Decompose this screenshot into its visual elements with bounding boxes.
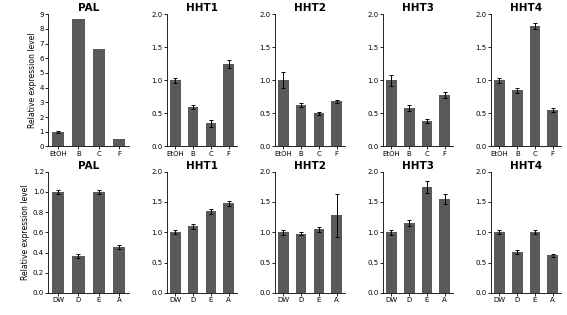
- Bar: [73, 255, 84, 293]
- Bar: [494, 232, 505, 293]
- Bar: [314, 113, 324, 146]
- Bar: [439, 199, 450, 293]
- Bar: [113, 139, 125, 146]
- Bar: [548, 110, 558, 146]
- Bar: [296, 233, 307, 293]
- Bar: [188, 226, 198, 293]
- Bar: [512, 252, 523, 293]
- Title: HHT2: HHT2: [294, 161, 326, 171]
- Bar: [422, 187, 432, 293]
- Title: PAL: PAL: [78, 3, 99, 14]
- Bar: [530, 232, 540, 293]
- Bar: [386, 80, 397, 146]
- Bar: [494, 80, 505, 146]
- Title: HHT3: HHT3: [402, 161, 434, 171]
- Bar: [188, 107, 198, 146]
- Bar: [93, 49, 105, 146]
- Bar: [530, 26, 540, 146]
- Bar: [206, 123, 216, 146]
- Title: HHT4: HHT4: [510, 161, 542, 171]
- Bar: [170, 232, 181, 293]
- Bar: [223, 64, 234, 146]
- Title: PAL: PAL: [78, 161, 99, 171]
- Bar: [206, 211, 216, 293]
- Y-axis label: Relative expression level: Relative expression level: [21, 185, 30, 280]
- Bar: [73, 19, 84, 146]
- Bar: [170, 80, 181, 146]
- Bar: [278, 80, 289, 146]
- Bar: [331, 215, 342, 293]
- Title: HHT1: HHT1: [186, 3, 218, 14]
- Bar: [296, 106, 307, 146]
- Bar: [548, 255, 558, 293]
- Title: HHT4: HHT4: [510, 3, 542, 14]
- Bar: [314, 229, 324, 293]
- Bar: [223, 203, 234, 293]
- Title: HHT1: HHT1: [186, 161, 218, 171]
- Bar: [404, 223, 414, 293]
- Bar: [512, 90, 523, 146]
- Title: HHT3: HHT3: [402, 3, 434, 14]
- Y-axis label: Relative expression level: Relative expression level: [28, 32, 37, 128]
- Bar: [404, 108, 414, 146]
- Bar: [278, 232, 289, 293]
- Bar: [52, 132, 64, 146]
- Bar: [386, 232, 397, 293]
- Bar: [52, 192, 64, 293]
- Bar: [113, 248, 125, 293]
- Bar: [422, 121, 432, 146]
- Title: HHT2: HHT2: [294, 3, 326, 14]
- Bar: [439, 95, 450, 146]
- Bar: [93, 192, 105, 293]
- Bar: [331, 101, 342, 146]
